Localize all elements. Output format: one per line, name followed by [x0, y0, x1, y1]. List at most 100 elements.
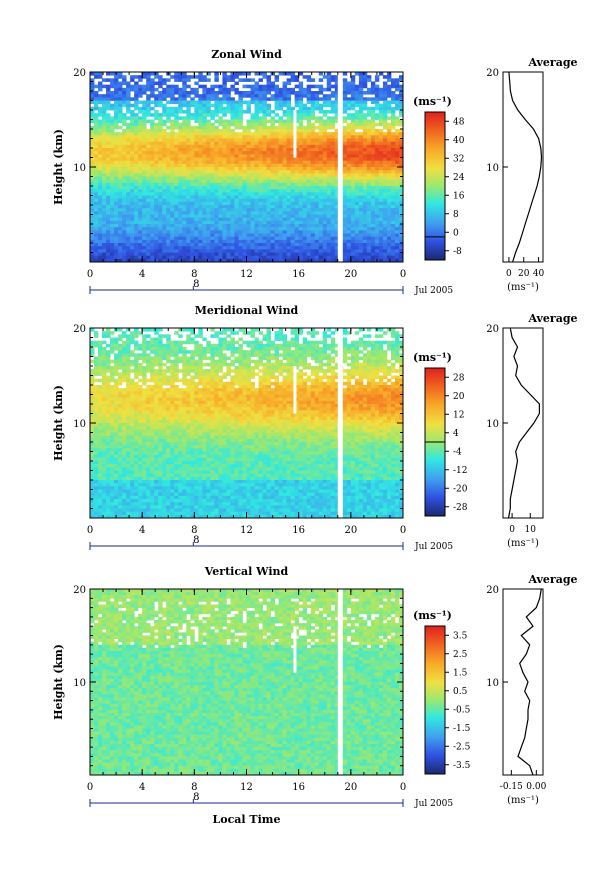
heatmap-cell — [98, 122, 103, 127]
heatmap-cell — [334, 195, 340, 200]
heatmap-cell — [150, 230, 155, 234]
heatmap-cell — [134, 220, 139, 225]
heatmap-cell — [182, 72, 187, 76]
heatmap-cell — [146, 227, 151, 231]
heatmap-cell — [122, 170, 127, 174]
heatmap-cell — [358, 151, 364, 155]
heatmap-cell — [122, 470, 127, 475]
heatmap-cell — [278, 258, 284, 263]
heatmap-cell — [226, 173, 231, 177]
heatmap-cell — [114, 461, 119, 465]
heatmap-cell — [130, 75, 135, 79]
heatmap-cell — [138, 129, 143, 133]
heatmap-cell — [326, 119, 332, 124]
heatmap-cell — [254, 81, 259, 86]
heatmap-cell — [362, 100, 368, 105]
heatmap-cell — [290, 157, 296, 162]
heatmap-cell — [306, 224, 312, 228]
heatmap-cell — [294, 129, 300, 133]
heatmap-cell — [386, 154, 392, 158]
heatmap-cell — [330, 138, 336, 143]
heatmap-cell — [378, 176, 384, 181]
heatmap-cell — [370, 195, 376, 200]
heatmap-cell — [174, 157, 179, 162]
heatmap-cell — [198, 113, 203, 117]
heatmap-cell — [306, 239, 312, 244]
heatmap-cell — [306, 116, 312, 120]
heatmap-cell — [258, 246, 263, 250]
heatmap-cell — [122, 179, 127, 184]
heatmap-cell — [398, 84, 404, 89]
heatmap-cell — [146, 179, 151, 184]
heatmap-cell — [118, 125, 123, 130]
heatmap-cell — [286, 106, 292, 111]
heatmap-cell — [370, 236, 376, 241]
heatmap-cell — [222, 154, 227, 158]
heatmap-cell — [186, 249, 191, 253]
heatmap-cell — [258, 170, 263, 174]
heatmap-cell — [154, 255, 159, 260]
heatmap-cell — [174, 173, 179, 177]
heatmap-cell — [90, 138, 95, 143]
heatmap-cell — [106, 328, 111, 332]
heatmap-cell — [270, 160, 275, 165]
heatmap-cell — [146, 81, 151, 86]
heatmap-cell — [202, 103, 207, 108]
y-tick-label: 10 — [73, 163, 86, 174]
heatmap-cell — [134, 233, 139, 238]
heatmap-cell — [354, 189, 360, 193]
heatmap-cell — [134, 125, 139, 130]
heatmap-cell — [350, 195, 356, 200]
heatmap-cell — [358, 211, 364, 215]
heatmap-cell — [90, 106, 95, 111]
heatmap-cell — [206, 148, 211, 152]
heatmap-cell — [394, 230, 400, 234]
heatmap-cell — [262, 211, 267, 215]
heatmap-cell — [142, 208, 147, 212]
heatmap-cell — [102, 167, 107, 171]
heatmap-cell — [222, 129, 227, 133]
heatmap-cell — [326, 87, 332, 92]
heatmap-cell — [226, 258, 231, 263]
heatmap-cell — [126, 366, 131, 370]
heatmap-cell — [158, 182, 163, 187]
heatmap-cell — [346, 141, 352, 146]
heatmap-cell — [294, 211, 300, 215]
heatmap-cell — [178, 236, 183, 241]
heatmap-cell — [206, 100, 211, 105]
heatmap-cell — [114, 157, 119, 162]
heatmap-cell — [102, 217, 107, 222]
heatmap-cell — [274, 179, 279, 184]
heatmap-cell — [398, 195, 404, 200]
heatmap-cell — [318, 129, 324, 133]
heatmap-cell — [158, 249, 163, 253]
heatmap-cell — [122, 499, 127, 503]
heatmap-cell — [174, 255, 179, 260]
heatmap-cell — [298, 132, 304, 136]
heatmap-cell — [158, 211, 163, 215]
heatmap-cell — [242, 211, 247, 215]
heatmap-cell — [126, 87, 131, 92]
heatmap-cell — [98, 243, 103, 247]
heatmap-cell — [318, 220, 324, 225]
heatmap-cell — [374, 214, 380, 219]
heatmap-cell — [382, 205, 388, 209]
heatmap-cell — [134, 195, 139, 200]
heatmap-cell — [194, 141, 199, 146]
heatmap-cell — [270, 129, 275, 133]
heatmap-cell — [166, 144, 171, 149]
heatmap-cell — [94, 94, 99, 98]
heatmap-cell — [158, 122, 163, 127]
heatmap-cell — [298, 252, 304, 257]
heatmap-cell — [98, 445, 103, 449]
heatmap-cell — [274, 198, 279, 203]
heatmap-cell — [198, 154, 203, 158]
heatmap-cell — [218, 189, 223, 193]
heatmap-cell — [110, 445, 115, 449]
heatmap-cell — [126, 372, 131, 376]
heatmap-cell — [158, 173, 163, 177]
heatmap-cell — [134, 211, 139, 215]
heatmap-cell — [218, 243, 223, 247]
heatmap-cell — [370, 163, 376, 168]
heatmap-cell — [110, 499, 115, 503]
